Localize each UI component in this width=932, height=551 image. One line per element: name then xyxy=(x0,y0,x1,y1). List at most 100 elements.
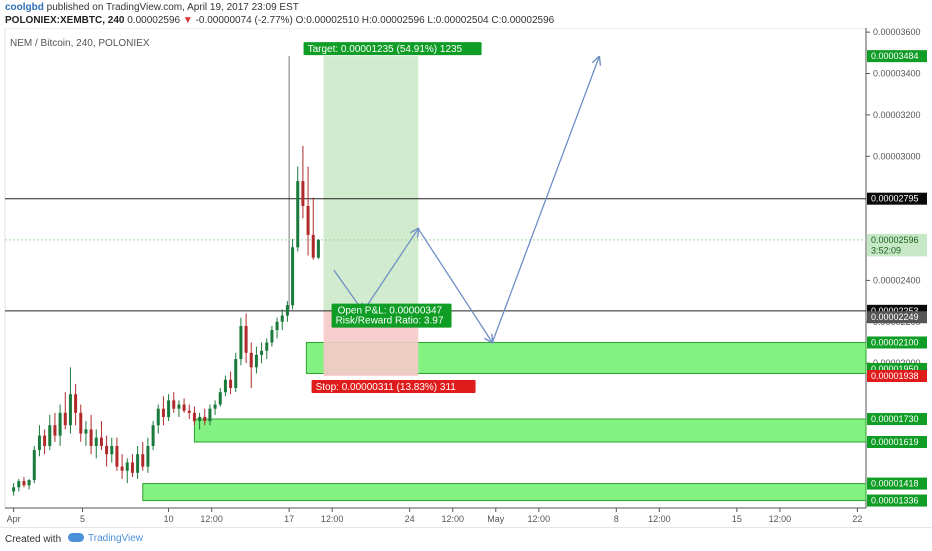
created-with-label: Created with xyxy=(5,534,62,545)
price-tag: 0.00001619 xyxy=(871,437,919,447)
support-zone xyxy=(193,418,867,443)
candle-body xyxy=(265,342,269,351)
x-tick-label: 24 xyxy=(405,514,415,524)
price-tag: 0.00001938 xyxy=(871,371,919,381)
ohlc-values: O:0.00002510 H:0.00002596 L:0.00002504 C… xyxy=(295,15,555,26)
author-name[interactable]: coolgbd xyxy=(5,2,44,13)
x-tick-label: 12:00 xyxy=(528,514,551,524)
footer-bar: Created with TradingView xyxy=(0,527,932,551)
price-tag: 0.00001418 xyxy=(871,479,919,489)
price-tag: 0.00001336 xyxy=(871,496,919,506)
target-label: Target: 0.00001235 (54.91%) 1235 xyxy=(308,44,463,55)
price-tag: 0.00002596 xyxy=(871,235,919,245)
price-tag-bg xyxy=(867,436,927,448)
candle-body xyxy=(99,437,103,446)
price-tag: 0.00002249 xyxy=(871,312,919,322)
candle-body xyxy=(177,404,181,409)
x-tick-label: 15 xyxy=(732,514,742,524)
price-tag-bg xyxy=(867,244,927,257)
publish-line: coolgbd published on TradingView.com, Ap… xyxy=(5,2,299,13)
candle-body xyxy=(130,462,134,473)
candle-body xyxy=(151,425,155,446)
y-tick-label: 0.00003400 xyxy=(873,69,921,79)
price-tag-bg xyxy=(867,494,927,507)
candle-body xyxy=(120,466,124,471)
x-tick-label: 8 xyxy=(614,514,619,524)
chart-header: coolgbd published on TradingView.com, Ap… xyxy=(0,0,932,28)
price-tag: 0.00003484 xyxy=(871,51,919,61)
candle-body xyxy=(244,325,248,353)
candle-body xyxy=(17,481,21,488)
price-chart[interactable]: NEM / Bitcoin, 240, POLONIEX 0.00003600 0.… xyxy=(0,28,932,527)
candle-body xyxy=(291,247,295,306)
candle-body xyxy=(37,435,41,451)
price-tag: 0.00002795 xyxy=(871,194,919,204)
candle-body xyxy=(301,181,305,206)
candle-body xyxy=(94,437,98,446)
x-tick-label: May xyxy=(487,514,505,524)
price-tag-bg xyxy=(867,233,927,246)
x-tick-label: 12:00 xyxy=(321,514,344,524)
pnl-label: Open P&L: 0.00000347 xyxy=(338,306,443,317)
candle-body xyxy=(115,445,119,467)
candle-body xyxy=(167,400,171,417)
candle-body xyxy=(249,352,253,368)
support-zone xyxy=(142,483,867,502)
y-tick-label: 0.00002400 xyxy=(873,275,921,285)
candle-body xyxy=(208,408,212,422)
y-tick-label: 0.00003200 xyxy=(873,110,921,120)
candle-body xyxy=(161,408,165,417)
candle-body xyxy=(63,412,67,426)
candle-body xyxy=(27,480,31,486)
y-tick-label: 0.00003000 xyxy=(873,151,921,161)
candle-body xyxy=(156,408,160,426)
stop-label-bg xyxy=(311,380,476,393)
candle-body xyxy=(32,450,36,481)
projection-arrow xyxy=(362,229,418,312)
x-tick-label: 22 xyxy=(852,514,862,524)
candle-body xyxy=(125,462,129,471)
price-tag: 0.00002253 xyxy=(871,306,919,316)
price-tag-bg xyxy=(867,192,927,205)
tradingview-logo[interactable]: TradingView xyxy=(68,533,143,544)
down-arrow-icon: ▼ xyxy=(182,15,193,26)
x-tick-label: 12:00 xyxy=(200,514,223,524)
candle-body xyxy=(203,416,207,422)
price-tag-bg xyxy=(867,311,927,324)
x-tick-label: 17 xyxy=(284,514,294,524)
x-tick-label: 12:00 xyxy=(648,514,671,524)
candle-body xyxy=(22,481,26,486)
price-tag: 3:52:09 xyxy=(871,245,901,255)
price-tag-bg xyxy=(867,477,927,490)
x-tick-label: 12:00 xyxy=(769,514,792,524)
candle-body xyxy=(316,239,320,258)
x-tick-label: 10 xyxy=(164,514,174,524)
candle-body xyxy=(260,350,264,355)
x-tick-label: Apr xyxy=(7,514,21,524)
candle-body xyxy=(12,487,16,492)
candle-body xyxy=(213,404,217,409)
candle-body xyxy=(187,410,191,413)
candle-body xyxy=(234,359,238,388)
price-tag-bg xyxy=(867,370,927,382)
last-price: 0.00002596 xyxy=(127,15,181,26)
target-area xyxy=(323,56,419,312)
price-tag: 0.00002100 xyxy=(871,337,919,347)
candle-body xyxy=(146,445,150,467)
price-change: -0.00000074 (-2.77%) xyxy=(195,15,293,26)
candle-body xyxy=(285,305,289,316)
quote-line: POLONIEX:XEMBTC, 240 0.00002596 ▼ -0.000… xyxy=(5,15,554,26)
candle-body xyxy=(43,435,47,446)
candle-body xyxy=(270,330,274,343)
candle-body xyxy=(136,454,140,473)
price-tag-bg xyxy=(867,50,927,63)
price-tag: 0.00001730 xyxy=(871,414,919,424)
candle-body xyxy=(275,321,279,331)
stop-label: Stop: 0.00000311 (13.83%) 311 xyxy=(316,382,457,393)
target-label-bg xyxy=(303,42,482,56)
candle-body xyxy=(74,394,78,413)
y-tick-label: 0.00003600 xyxy=(873,28,921,37)
x-tick-label: 12:00 xyxy=(441,514,464,524)
candle-body xyxy=(311,234,315,258)
symbol-label: POLONIEX:XEMBTC, 240 xyxy=(5,15,125,26)
